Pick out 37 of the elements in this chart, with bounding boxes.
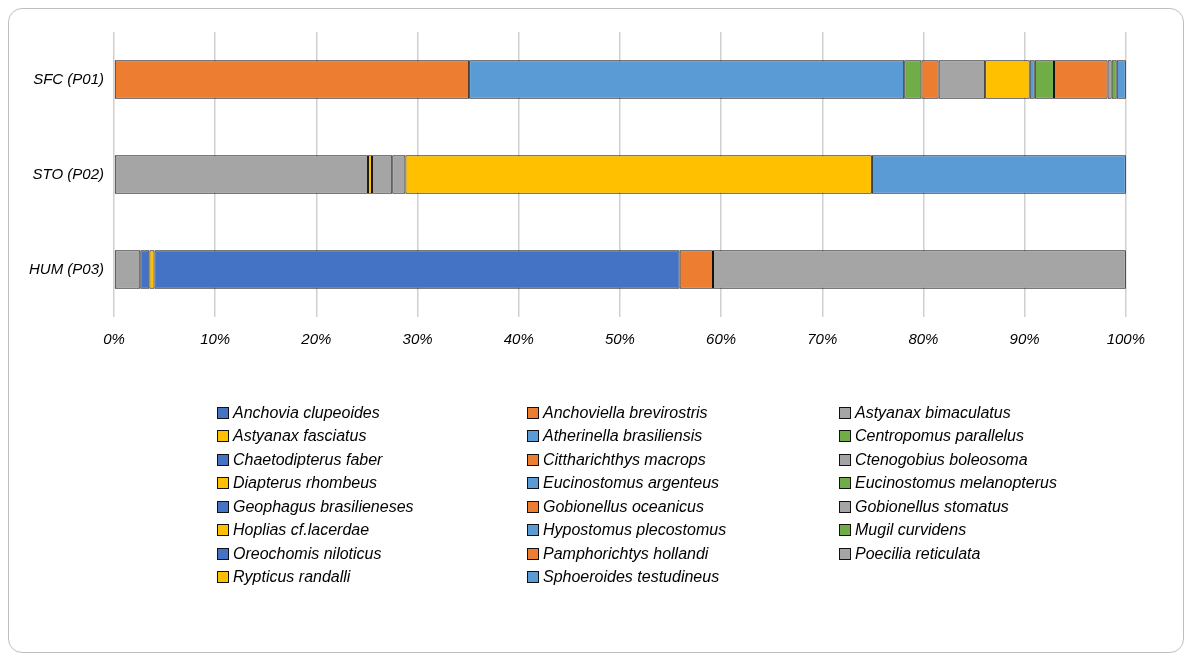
legend-label: Atherinella brasiliensis [543, 427, 703, 446]
legend-label: Mugil curvidens [855, 521, 967, 540]
legend-label: Anchoviella brevirostris [543, 403, 708, 422]
x-tick-label: 60% [706, 330, 737, 348]
x-tick-label: 30% [402, 330, 433, 348]
legend-label: Astyanax bimaculatus [855, 403, 1011, 422]
legend-label: Rypticus randalli [233, 568, 351, 587]
x-tick-label: 90% [1009, 330, 1040, 348]
legend-label: Eucinostomus melanopterus [855, 474, 1057, 493]
legend-label: Gobionellus stomatus [855, 497, 1009, 516]
legend-label: Astyanax fasciatus [233, 427, 367, 446]
x-tick-label: 40% [503, 330, 534, 348]
legend-label: Centropomus parallelus [855, 427, 1024, 446]
legend-label: Hoplias cf.lacerdae [233, 521, 370, 540]
y-tick-label: HUM (P03) [28, 259, 105, 277]
legend-label: Hypostomus plecostomus [543, 521, 727, 540]
legend-label: Diapterus rhombeus [233, 474, 378, 493]
x-tick-label: 10% [200, 330, 231, 348]
y-tick-label: SFC (P01) [33, 69, 105, 87]
legend-label: Geophagus brasilieneses [233, 497, 414, 516]
x-tick-label: 100% [1106, 330, 1146, 348]
legend-label: Cittharichthys macrops [543, 450, 706, 469]
legend-label: Pamphorichtys hollandi [543, 544, 709, 563]
legend-label: Eucinostomus argenteus [543, 474, 720, 493]
legend-label: Poecilia reticulata [855, 544, 981, 563]
legend-label: Chaetodipterus faber [233, 450, 383, 469]
y-tick-label: STO (P02) [32, 164, 105, 182]
x-tick-label: 80% [908, 330, 939, 348]
legend-label: Ctenogobius boleosoma [855, 450, 1028, 469]
legend-label: Oreochomis niloticus [233, 544, 382, 563]
legend-label: Gobionellus oceanicus [543, 497, 704, 516]
legend-label: Anchovia clupeoides [233, 403, 380, 422]
x-tick-label: 70% [807, 330, 838, 348]
x-tick-label: 0% [103, 330, 125, 348]
x-tick-label: 50% [604, 330, 635, 348]
x-tick-label: 20% [300, 330, 332, 348]
legend-label: Sphoeroides testudineus [543, 568, 720, 587]
